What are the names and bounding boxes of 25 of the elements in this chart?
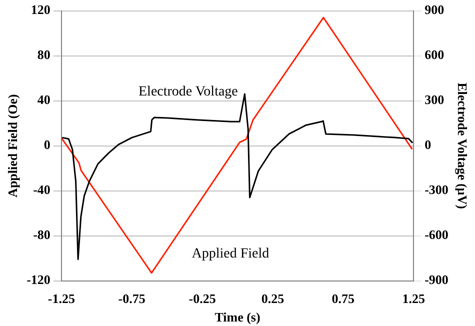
y2-tick-label: 300 (424, 92, 444, 108)
y-tick-label: -40 (33, 182, 50, 198)
y2-tick-label: -900 (424, 272, 448, 288)
y-tick-label: 80 (37, 47, 50, 62)
y-tick-label: -120 (26, 272, 50, 288)
y2-tick-label: 600 (424, 47, 444, 62)
y-tick-label: 40 (37, 92, 50, 108)
y2-tick-label: 0 (424, 137, 432, 152)
y2-tick-label: -600 (424, 227, 448, 242)
x-axis-title: Time (s) (214, 310, 260, 325)
x-tick-label: 0.75 (332, 290, 356, 306)
x-tick-label: -0.75 (118, 290, 146, 306)
y-tick-label: -80 (33, 227, 50, 242)
x-tick-label: 1.25 (402, 290, 426, 306)
y2-tick-label: 900 (424, 2, 444, 18)
x-tick-label: -1.25 (48, 290, 76, 306)
y-axis-title: Applied Field (Oe) (5, 94, 20, 198)
x-tick-label: -0.25 (188, 290, 216, 306)
x-tick-label: 0.25 (261, 290, 285, 306)
y2-tick-label: -300 (424, 182, 448, 198)
series-label: Applied Field (192, 246, 270, 262)
y2-axis-title: Electrode Voltage (µV) (454, 82, 470, 210)
series-label: Electrode Voltage (138, 84, 238, 100)
y-tick-label: 0 (44, 137, 50, 152)
y-tick-label: 120 (30, 2, 50, 18)
